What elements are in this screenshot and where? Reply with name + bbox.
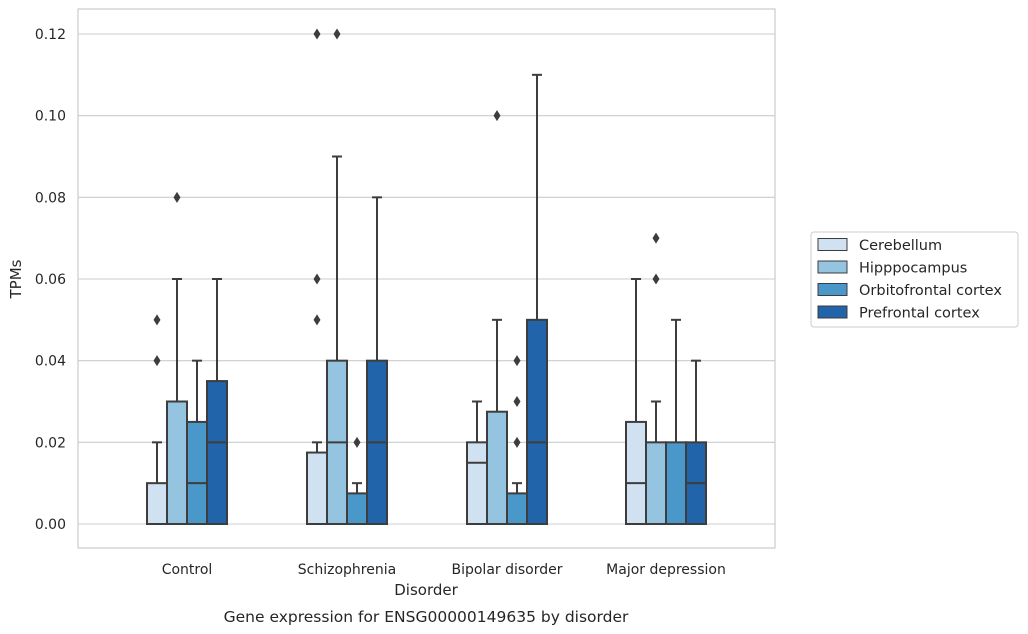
- outlier-point: [513, 396, 521, 407]
- y-tick-label: 0.10: [35, 109, 66, 125]
- legend-swatch: [817, 283, 848, 296]
- box-orbitofrontal-cortex: [506, 355, 528, 525]
- outlier-point: [153, 355, 161, 367]
- box-body: [466, 441, 488, 526]
- x-tick-label: Major depression: [606, 562, 726, 578]
- box-body: [486, 410, 508, 526]
- box-cerebellum: [146, 314, 168, 525]
- outlier-point: [153, 314, 161, 326]
- y-tick-label: 0.08: [35, 190, 66, 206]
- box-hipppocampus: [645, 232, 667, 526]
- x-tick-label: Control: [162, 562, 213, 578]
- outlier-point: [652, 273, 660, 285]
- outlier-point: [652, 232, 660, 244]
- outlier-point: [513, 355, 521, 367]
- outlier-point: [353, 436, 361, 448]
- x-tick-label: Schizophrenia: [298, 562, 396, 578]
- legend-frame: [810, 231, 1019, 328]
- box-body: [346, 492, 368, 525]
- box-cerebellum: [625, 278, 647, 525]
- outlier-point: [173, 191, 181, 203]
- box-prefrontal-cortex: [206, 278, 228, 526]
- box-hipppocampus: [166, 191, 188, 525]
- box-body: [306, 451, 328, 525]
- box-body: [526, 318, 548, 526]
- plot-area-frame: [77, 8, 776, 549]
- legend-items: Cerebellum Hipppocampus Orbitofrontal cort…: [817, 238, 1002, 322]
- outlier-point: [313, 273, 321, 285]
- legend-swatch: [817, 260, 848, 274]
- legend-swatch: [817, 238, 848, 251]
- legend: Cerebellum Hipppocampus Orbitofrontal cort…: [810, 231, 1019, 328]
- box-cerebellum: [306, 28, 328, 525]
- outlier-point: [493, 110, 501, 122]
- box-marks: [146, 28, 707, 526]
- box-body: [645, 441, 667, 526]
- box-orbitofrontal-cortex: [346, 436, 368, 525]
- box-prefrontal-cortex: [685, 359, 707, 526]
- y-tick-label: 0.04: [35, 354, 66, 370]
- legend-label: Hipppocampus: [859, 261, 967, 277]
- outlier-point: [513, 436, 521, 448]
- box-body: [665, 441, 687, 526]
- figure-caption: Gene expression for ENSG00000149635 by d…: [224, 608, 629, 626]
- box-hipppocampus: [326, 28, 348, 525]
- y-tick-label: 0.00: [35, 517, 66, 533]
- legend-label: Cerebellum: [859, 238, 942, 254]
- box-cerebellum: [466, 400, 488, 526]
- outlier-point: [313, 314, 321, 326]
- x-tick-label: Bipolar disorder: [451, 562, 562, 578]
- x-tick-labels: Control Schizophrenia Bipolar disorder Majo…: [162, 562, 726, 578]
- box-prefrontal-cortex: [366, 196, 388, 525]
- legend-label: Prefrontal cortex: [859, 306, 980, 322]
- box-body: [206, 380, 228, 526]
- y-tick-label: 0.06: [35, 272, 66, 288]
- legend-label: Orbitofrontal cortex: [859, 283, 1002, 299]
- outlier-point: [313, 28, 321, 40]
- box-prefrontal-cortex: [526, 73, 548, 526]
- box-body: [186, 420, 208, 525]
- box-body: [166, 400, 188, 525]
- y-axis-label: TPMs: [7, 259, 25, 299]
- box-body: [625, 420, 647, 525]
- outlier-point: [333, 28, 341, 40]
- box-orbitofrontal-cortex: [186, 359, 208, 525]
- y-tick-labels: 0.00 0.02 0.04 0.06 0.08 0.10 0.12: [35, 27, 66, 533]
- box-body: [506, 492, 528, 525]
- box-hipppocampus: [486, 110, 508, 526]
- x-axis-label: Disorder: [394, 581, 458, 599]
- y-tick-label: 0.12: [35, 27, 66, 43]
- box-orbitofrontal-cortex: [665, 318, 687, 526]
- box-body: [146, 482, 168, 525]
- legend-swatch: [817, 305, 848, 319]
- y-tick-label: 0.02: [35, 435, 66, 451]
